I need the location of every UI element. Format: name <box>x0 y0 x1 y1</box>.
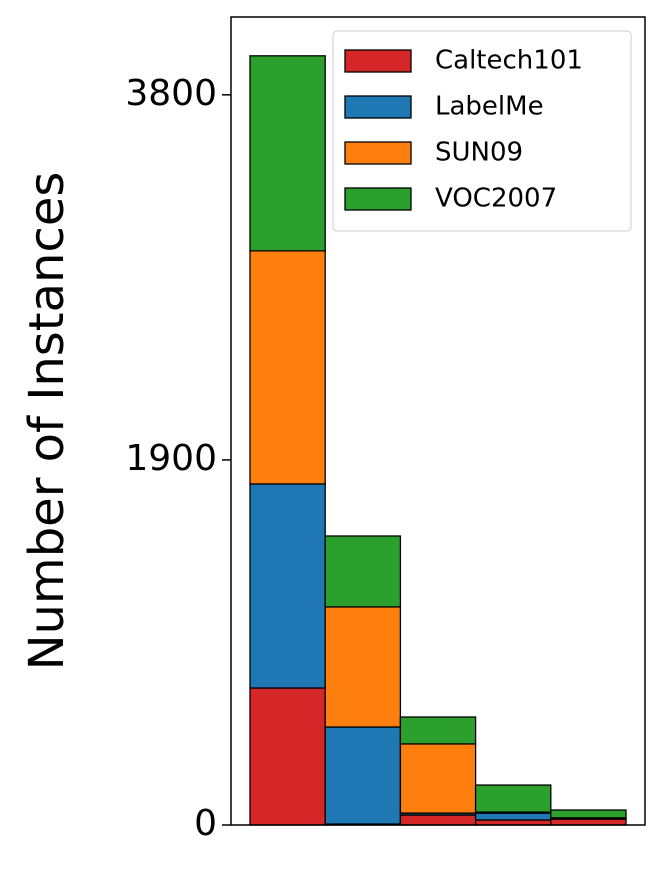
bar-segment <box>474 784 552 813</box>
legend-label: VOC2007 <box>435 184 557 214</box>
bar-segment <box>324 606 402 728</box>
bar-segment <box>249 687 326 826</box>
bar-segment <box>399 743 477 814</box>
bar-segment <box>399 814 477 826</box>
bar-segment <box>399 716 477 745</box>
bar-segment <box>249 55 326 252</box>
legend-label: Caltech101 <box>435 46 583 76</box>
legend-swatch <box>344 141 412 165</box>
legend-label: LabelMe <box>435 92 544 122</box>
bar-segment <box>249 483 326 689</box>
legend-frame <box>332 30 632 232</box>
y-tick-label: 1900 <box>125 438 217 479</box>
legend-swatch <box>344 95 412 119</box>
bar-segment <box>324 726 402 825</box>
bar-segment <box>474 812 552 821</box>
plot-frame <box>230 16 646 826</box>
bar-segment <box>550 818 627 826</box>
legend: Caltech101 LabelMe SUN09 VOC2007 <box>332 30 632 232</box>
legend-swatch <box>344 187 412 211</box>
legend-label: SUN09 <box>435 138 523 168</box>
bar-segment <box>249 250 326 485</box>
legend-swatch <box>344 49 412 73</box>
y-tick-label: 3800 <box>125 73 217 114</box>
bar-segment <box>324 535 402 608</box>
bar-segment <box>550 809 627 819</box>
y-tick-label: 0 <box>194 803 217 844</box>
y-axis-label: Number of Instances <box>19 172 75 671</box>
